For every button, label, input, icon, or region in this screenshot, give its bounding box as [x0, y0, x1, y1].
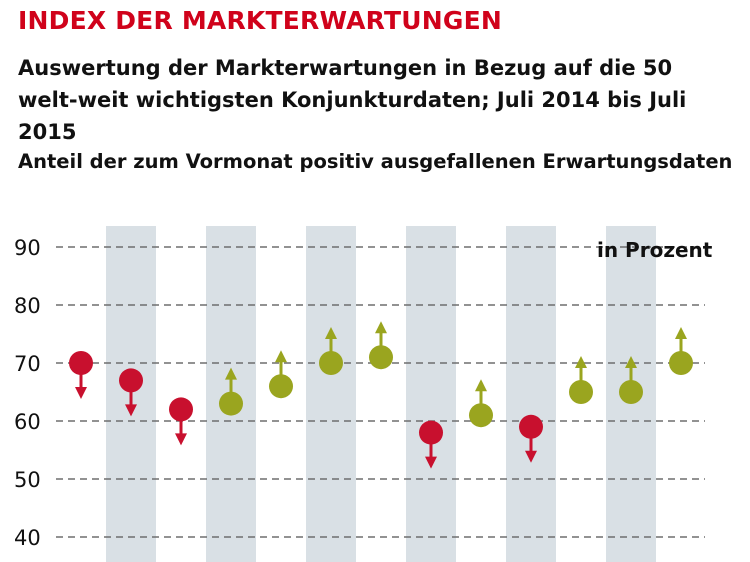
arrow-up-icon [475, 379, 487, 392]
data-point-down [519, 414, 543, 463]
data-point-marker [669, 351, 693, 375]
arrow-down-icon [425, 456, 437, 469]
arrow-down-icon [525, 450, 537, 463]
arrow-up-icon [225, 367, 237, 380]
data-point-marker [169, 397, 193, 422]
y-tick-label: 70 [14, 352, 41, 376]
data-point-marker [619, 380, 643, 404]
arrow-up-icon [275, 350, 287, 363]
data-point-down [419, 420, 443, 469]
data-point-up [669, 327, 693, 375]
arrow-up-icon [375, 321, 387, 334]
data-point-marker [369, 345, 393, 370]
arrow-up-icon [325, 327, 337, 339]
background-band [506, 226, 556, 562]
data-point-up [469, 379, 493, 428]
arrow-up-icon [625, 356, 637, 368]
data-point-up [619, 356, 643, 404]
gridlines [56, 246, 705, 538]
data-point-marker [219, 391, 243, 416]
y-tick-label: 60 [14, 410, 41, 434]
data-point-marker [69, 351, 93, 375]
y-tick-label: 50 [14, 468, 41, 492]
data-point-marker [269, 374, 293, 399]
arrow-up-icon [575, 356, 587, 368]
data-point-marker [469, 403, 493, 428]
data-point-down [169, 397, 193, 446]
data-point-marker [119, 368, 143, 393]
chart-subheading: Anteil der zum Vormonat positiv ausgefal… [18, 150, 733, 173]
arrow-down-icon [125, 404, 137, 417]
unit-label: in Prozent [597, 238, 713, 262]
data-point-up [569, 356, 593, 404]
data-point-up [219, 367, 243, 416]
data-point-marker [419, 420, 443, 445]
data-point-marker [319, 351, 343, 375]
arrow-down-icon [175, 433, 187, 446]
arrow-down-icon [75, 387, 87, 399]
background-band [306, 226, 356, 562]
data-point-marker [519, 414, 543, 439]
data-point-up [319, 327, 343, 375]
y-axis-ticks: 40 50 60 70 80 90 [14, 236, 41, 550]
data-points [69, 321, 693, 469]
arrow-up-icon [675, 327, 687, 339]
chart-title: INDEX DER MARKTERWARTUNGEN [18, 6, 502, 35]
y-tick-label: 90 [14, 236, 41, 260]
chart-subtitle: Auswertung der Markterwartungen in Bezug… [18, 56, 687, 144]
y-tick-label: 40 [14, 526, 41, 550]
data-point-up [269, 350, 293, 399]
y-tick-label: 80 [14, 294, 41, 318]
background-band [406, 226, 456, 562]
data-point-down [69, 351, 93, 399]
data-point-up [369, 321, 393, 370]
data-point-down [119, 368, 143, 417]
data-point-marker [569, 380, 593, 404]
